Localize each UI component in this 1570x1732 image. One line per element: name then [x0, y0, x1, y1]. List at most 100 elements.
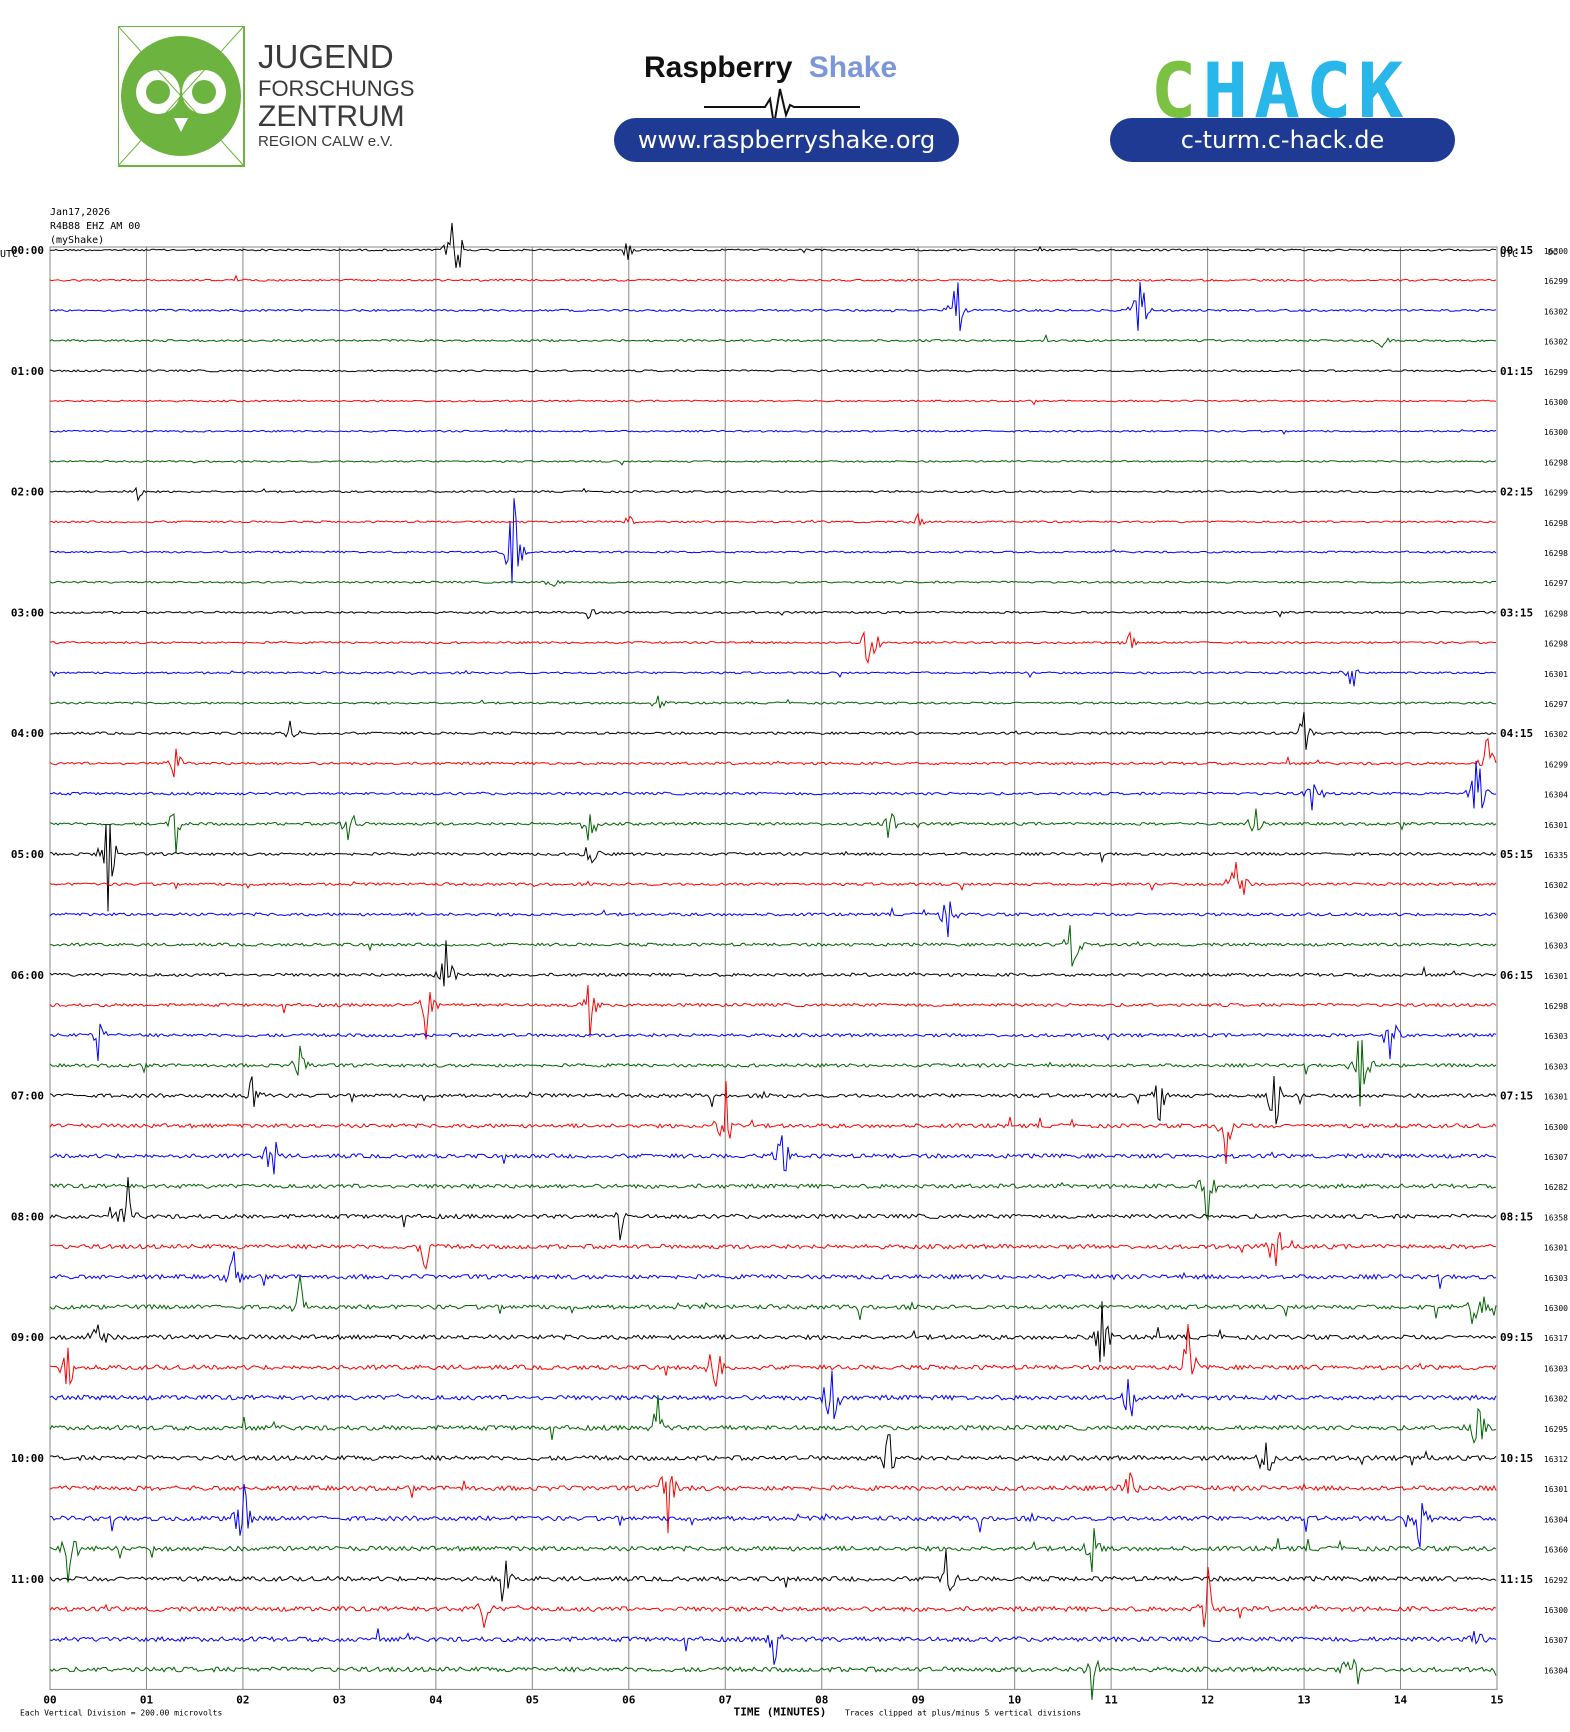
- seismic-trace: [49, 1528, 1497, 1583]
- hour-label-left: 02:00: [11, 486, 44, 499]
- x-tick-label: 05: [526, 1693, 539, 1706]
- hour-label-right: 02:15: [1500, 486, 1533, 499]
- seismic-trace: [49, 1323, 1497, 1387]
- seismic-trace: [49, 281, 1497, 331]
- dc-value: 16304: [1544, 791, 1568, 800]
- seismic-trace: [49, 1434, 1497, 1471]
- helicorder-chart: Jan17,2026 R4B88 EHZ AM 00 (myShake) UTC UTC…: [0, 207, 1568, 1718]
- seismic-trace: [49, 760, 1496, 811]
- seismic-trace: [49, 1658, 1497, 1700]
- chack-url-badge[interactable]: c-turm.c-hack.de: [1110, 118, 1455, 162]
- dc-value: 16312: [1544, 1455, 1568, 1464]
- station-meta-line: R4B88 EHZ AM 00: [50, 221, 140, 232]
- dc-value: 16301: [1544, 1485, 1568, 1494]
- dc-value: 16300: [1544, 398, 1568, 407]
- x-tick-label: 04: [429, 1693, 443, 1706]
- raspberryshake-url-badge[interactable]: www.raspberryshake.org: [614, 118, 959, 162]
- seismic-trace: [49, 901, 1497, 938]
- rs-word-2: Shake: [809, 51, 897, 84]
- seismic-trace: [49, 1549, 1497, 1602]
- x-tick-label: 11: [1105, 1693, 1119, 1706]
- seismic-trace: [49, 333, 1497, 348]
- hour-label-left: 09:00: [11, 1331, 44, 1344]
- hour-label-right: 09:15: [1500, 1331, 1533, 1344]
- dc-value: 16298: [1544, 519, 1568, 528]
- seismic-trace: [49, 1135, 1497, 1175]
- dc-value: 16297: [1544, 700, 1568, 709]
- dc-value: 16292: [1544, 1576, 1568, 1585]
- seismic-trace: [49, 498, 1497, 584]
- seismic-trace: [49, 1177, 1497, 1241]
- jfz-line-1: JUGEND: [258, 38, 394, 75]
- seismic-trace: [49, 1081, 1497, 1165]
- hour-label-left: 07:00: [11, 1090, 44, 1103]
- seismic-trace: [49, 1231, 1497, 1271]
- seismic-trace: [49, 985, 1497, 1040]
- x-tick-label: 03: [333, 1693, 346, 1706]
- jfz-logo: JUGEND FORSCHUNGS ZENTRUM REGION CALW e.…: [118, 26, 414, 167]
- dc-value: 16302: [1544, 1395, 1568, 1404]
- seismic-trace: [49, 1484, 1497, 1548]
- x-tick-label: 01: [140, 1693, 154, 1706]
- right-axis-title: UTC: [1500, 249, 1518, 260]
- seismic-trace: [49, 1275, 1497, 1324]
- chart-labels: Jan17,2026 R4B88 EHZ AM 00 (myShake) UTC UTC…: [0, 207, 1568, 1718]
- x-tick-label: 02: [236, 1693, 249, 1706]
- seismic-trace: [49, 1472, 1497, 1534]
- dc-value: 16301: [1544, 972, 1568, 981]
- dc-value: 16302: [1544, 730, 1568, 739]
- station-meta-line: Jan17,2026: [50, 207, 110, 218]
- seismic-trace: [49, 1039, 1497, 1107]
- jfz-line-4: REGION CALW e.V.: [258, 133, 393, 150]
- dc-value: 16301: [1544, 821, 1568, 830]
- dc-value: 16300: [1544, 1606, 1568, 1615]
- dc-value: 16303: [1544, 1062, 1568, 1071]
- raspberry-shake-logo: Raspberry Shake: [644, 51, 897, 126]
- plot-frame: [49, 246, 1498, 1690]
- dc-value: 16299: [1544, 489, 1568, 498]
- clip-note: Traces clipped at plus/minus 5 vertical …: [845, 1708, 1081, 1717]
- seismic-trace: [49, 609, 1497, 620]
- seismic-trace: [49, 1394, 1497, 1444]
- jfz-line-2: FORSCHUNGS: [258, 76, 414, 101]
- x-tick-label: 08: [815, 1693, 828, 1706]
- hour-label-left: 08:00: [11, 1210, 44, 1223]
- seismic-trace: [49, 369, 1497, 373]
- hour-label-right: 04:15: [1500, 727, 1533, 740]
- hour-label-right: 03:15: [1500, 606, 1533, 619]
- seismic-trace: [49, 940, 1497, 987]
- seismic-trace: [49, 808, 1497, 854]
- dc-value: 16303: [1544, 1032, 1568, 1041]
- dc-value: 16302: [1544, 338, 1568, 347]
- dc-value: 16298: [1544, 1002, 1568, 1011]
- x-tick-label: 06: [622, 1693, 636, 1706]
- hour-label-left: 00:00: [11, 244, 44, 257]
- dc-value: 16301: [1544, 670, 1568, 679]
- seismic-trace: [49, 1179, 1497, 1222]
- seismic-trace: [49, 925, 1497, 967]
- dc-value: 16298: [1544, 458, 1568, 467]
- rs-word-1: Raspberry: [644, 51, 793, 84]
- seismic-trace: [49, 1075, 1497, 1125]
- hour-label-left: 06:00: [11, 969, 44, 982]
- seismic-trace: [49, 1023, 1497, 1062]
- dc-value: 16298: [1544, 549, 1568, 558]
- dc-value: 16307: [1544, 1636, 1568, 1645]
- seismic-wave-icon: [704, 88, 860, 126]
- hour-label-right: 00:15: [1500, 244, 1533, 257]
- seismic-trace: [49, 512, 1497, 527]
- seismic-trace: [49, 630, 1497, 665]
- scale-note: Each Vertical Division = 200.00 microvol…: [20, 1708, 222, 1717]
- dc-value: 16303: [1544, 942, 1568, 951]
- left-axis-title: UTC: [0, 249, 18, 260]
- hour-label-left: 01:00: [11, 365, 44, 378]
- dc-value: 16317: [1544, 1334, 1568, 1343]
- dc-value: 16282: [1544, 1183, 1568, 1192]
- hour-label-left: 05:00: [11, 848, 44, 861]
- dc-value: 16300: [1544, 911, 1568, 920]
- seismic-trace: [49, 486, 1497, 502]
- dc-value: 16298: [1544, 609, 1568, 618]
- dc-value: 16302: [1544, 307, 1568, 316]
- seismic-trace: [49, 669, 1497, 687]
- dc-value: 16299: [1544, 368, 1568, 377]
